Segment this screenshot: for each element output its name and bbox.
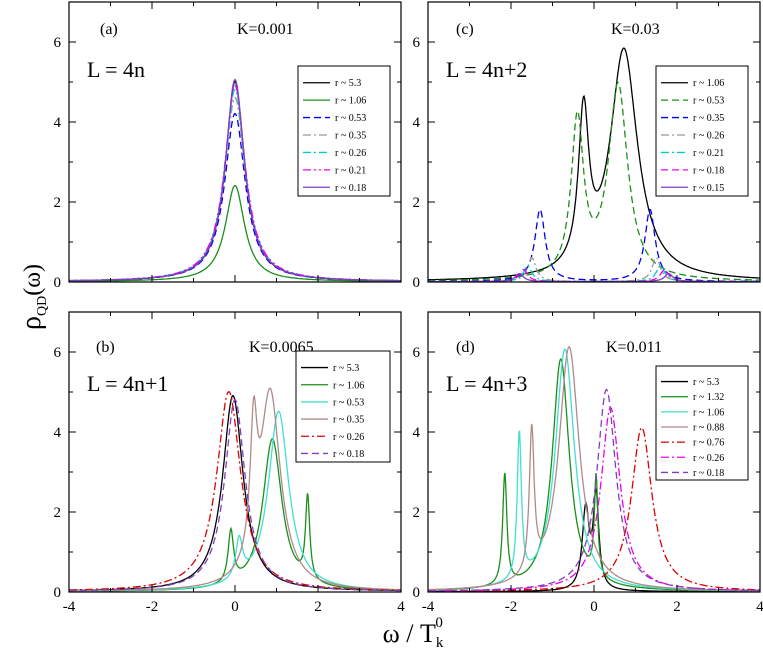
x-tick-label: 4 (397, 599, 405, 615)
x-axis-label: ω / Tk 0 (383, 615, 444, 651)
series-line-6 (69, 78, 401, 282)
coupling-label: K=0.011 (606, 339, 662, 356)
y-axis-label: ρQD(ω) (16, 264, 50, 330)
legend: r ~ 5.3 r ~ 1.06 r ~ 0.53 r ~ 0.35 r ~ 0.26 r… (297, 65, 391, 197)
legend-entry-0: r ~ 1.06 (693, 78, 724, 89)
legend-entry-0: r ~ 5.3 (335, 78, 361, 89)
legend-entry-1: r ~ 1.06 (333, 380, 364, 391)
legend: r ~ 5.3 r ~ 1.06 r ~ 0.53 r ~ 0.35 r ~ 0.26 r… (295, 350, 391, 463)
x-tick-label: -4 (422, 599, 435, 615)
series-line-3 (69, 387, 401, 592)
legend-entry-3: r ~ 0.35 (335, 131, 366, 142)
legend-entry-0: r ~ 5.3 (333, 363, 359, 374)
legend-entry-4: r ~ 0.21 (693, 148, 724, 159)
legend-entry-2: r ~ 1.06 (693, 407, 724, 418)
legend-entry-5: r ~ 0.18 (693, 165, 724, 176)
series-line-0 (428, 488, 760, 592)
panel-a: 0 2 4 6 (a) K=0.001 L = 4n r ~ 5.3 r ~ 1.06 r ~ 0… (54, 1, 402, 291)
coupling-label: K=0.03 (611, 21, 660, 38)
y-axis-label-main: ρ (16, 316, 47, 330)
panel-tag: (d) (456, 339, 475, 356)
y-tick-label: 4 (413, 425, 421, 441)
series-line-6 (428, 388, 760, 592)
legend-entry-6: r ~ 0.18 (335, 183, 366, 194)
x-tick-label: 2 (314, 599, 322, 615)
length-label: L = 4n+1 (87, 371, 168, 396)
x-axis-label-main: ω / T (383, 619, 436, 648)
y-tick-label: 6 (54, 345, 62, 361)
legend-box (655, 365, 749, 481)
legend-entry-2: r ~ 0.35 (693, 113, 724, 124)
legend-entry-5: r ~ 0.21 (335, 165, 366, 176)
legend: r ~ 1.06 r ~ 0.53 r ~ 0.35 r ~ 0.26 r ~ 0.21… (655, 65, 749, 197)
y-tick-label: 0 (54, 585, 62, 601)
legend-entry-0: r ~ 5.3 (693, 377, 719, 388)
legend-entry-5: r ~ 0.26 (693, 453, 724, 464)
y-axis-label-tail: (ω) (20, 264, 46, 296)
legend-entry-3: r ~ 0.35 (333, 415, 364, 426)
series-line-5 (69, 398, 401, 592)
legend-entry-1: r ~ 1.06 (335, 96, 366, 107)
x-tick-label: 0 (590, 599, 598, 615)
x-tick-label: -4 (63, 599, 76, 615)
y-tick-label: 2 (413, 195, 421, 211)
y-tick-label: 2 (54, 505, 62, 521)
series-line-1 (428, 81, 760, 282)
series-line-3 (428, 346, 760, 592)
legend-entry-4: r ~ 0.26 (335, 148, 366, 159)
x-tick-label: 0 (231, 599, 239, 615)
panel-tag: (b) (96, 339, 115, 356)
legend-box (297, 65, 391, 197)
legend-entry-4: r ~ 0.26 (333, 432, 364, 443)
y-tick-label: 0 (413, 585, 421, 601)
legend-entry-2: r ~ 0.53 (333, 397, 364, 408)
legend-entry-1: r ~ 1.32 (693, 392, 724, 403)
y-tick-label: 0 (54, 275, 62, 291)
legend-entry-2: r ~ 0.53 (335, 113, 366, 124)
legend-entry-3: r ~ 0.26 (693, 131, 724, 142)
y-tick-label: 0 (413, 275, 421, 291)
length-label: L = 4n (87, 57, 145, 82)
legend-entry-5: r ~ 0.18 (333, 449, 364, 460)
legend-box (655, 65, 749, 197)
series-line-2 (428, 208, 760, 282)
x-axis-label-sub: k (436, 635, 444, 651)
legend-entry-4: r ~ 0.76 (693, 438, 724, 449)
series-line-1 (69, 184, 401, 282)
legend-entry-1: r ~ 0.53 (693, 96, 724, 107)
legend-entry-6: r ~ 0.15 (693, 183, 724, 194)
x-tick-label: -2 (146, 599, 159, 615)
series-group (69, 387, 401, 592)
legend: r ~ 5.3 r ~ 1.32 r ~ 1.06 r ~ 0.88 r ~ 0.76 r… (655, 365, 749, 481)
legend-entry-6: r ~ 0.18 (693, 468, 724, 479)
series-group (69, 78, 401, 282)
legend-entry-3: r ~ 0.88 (693, 423, 724, 434)
y-tick-label: 6 (413, 345, 421, 361)
x-tick-label: 4 (756, 599, 763, 615)
y-tick-label: 4 (413, 115, 421, 131)
y-axis-label-sub: QD (35, 296, 50, 316)
x-axis-label-sup: 0 (435, 615, 443, 631)
y-tick-label: 6 (54, 35, 62, 51)
x-tick-label: -2 (505, 599, 518, 615)
panel-tag: (c) (456, 21, 474, 38)
series-line-0 (428, 47, 760, 281)
x-tick-label: 2 (673, 599, 681, 615)
y-tick-label: 4 (54, 115, 62, 131)
y-tick-label: 2 (54, 195, 62, 211)
y-tick-label: 4 (54, 425, 62, 441)
coupling-label: K=0.001 (237, 21, 294, 38)
panel-tag: (a) (100, 21, 118, 38)
y-tick-label: 6 (413, 35, 421, 51)
length-label: L = 4n+2 (446, 57, 527, 82)
length-label: L = 4n+3 (446, 371, 527, 396)
legend-box (295, 350, 391, 463)
y-tick-label: 2 (413, 505, 421, 521)
